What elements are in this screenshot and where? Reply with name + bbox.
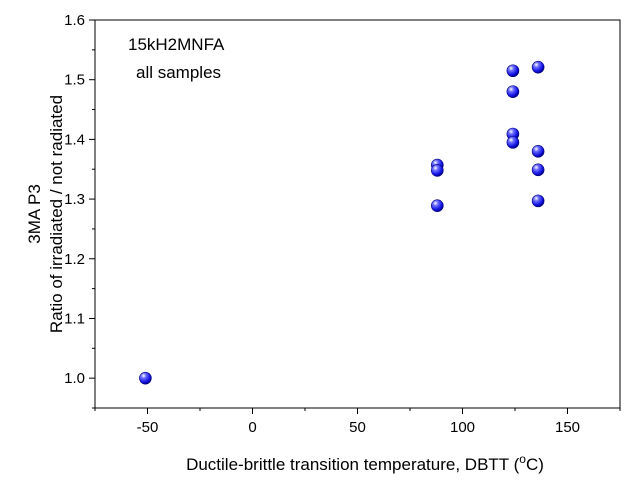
data-point	[531, 194, 545, 208]
data-point	[531, 163, 545, 177]
x-axis-title-superscript: o	[519, 452, 526, 466]
y-axis-ticks: 1.0 1.1 1.2 1.3 1.4 1.5 1.6	[64, 12, 95, 409]
y-tick-label: 1.0	[64, 370, 85, 387]
x-tick-label: 50	[349, 419, 366, 436]
data-points	[139, 60, 545, 385]
y-axis-title-line1: 3MA P3	[25, 184, 44, 244]
x-axis-title: Ductile-brittle transition temperature, …	[186, 452, 544, 474]
data-point	[430, 199, 444, 212]
data-point	[506, 85, 520, 98]
annotation-all-samples: all samples	[136, 63, 221, 82]
annotation-sample-name: 15kH2MNFA	[128, 35, 225, 54]
y-tick-label: 1.5	[64, 72, 85, 89]
data-point	[506, 136, 520, 149]
x-tick-label: 150	[555, 419, 580, 436]
x-tick-label: 100	[450, 419, 475, 436]
data-point	[506, 64, 520, 78]
x-axis-ticks: -50 0 50 100 150	[94, 408, 621, 436]
y-tick-label: 1.4	[64, 131, 85, 148]
y-axis-title-line2: Ratio of irradiated / not radiated	[47, 95, 66, 333]
y-tick-label: 1.1	[64, 310, 85, 327]
x-axis-title-unit: C)	[526, 455, 544, 474]
y-tick-label: 1.3	[64, 191, 85, 208]
x-tick-label: -50	[137, 419, 159, 436]
x-tick-label: 0	[248, 419, 256, 436]
data-point	[430, 164, 444, 177]
data-point	[531, 60, 545, 74]
y-tick-label: 1.6	[64, 12, 85, 29]
data-point	[531, 145, 545, 158]
data-point	[139, 371, 152, 385]
y-tick-label: 1.2	[64, 251, 85, 268]
